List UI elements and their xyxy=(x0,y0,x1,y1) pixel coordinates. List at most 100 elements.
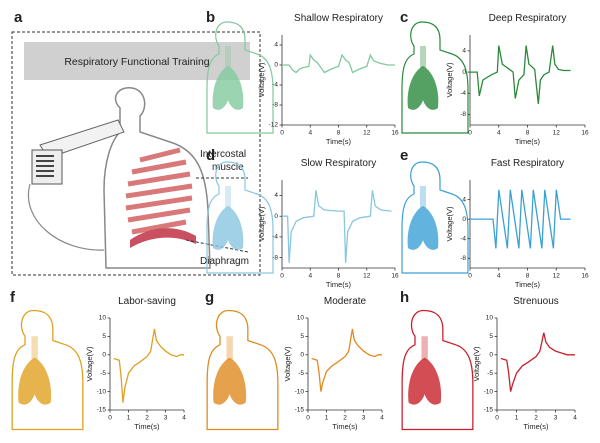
data-line xyxy=(470,189,571,249)
panel-a: Respiratory Functional Training Intercos… xyxy=(11,31,261,276)
data-line xyxy=(470,45,571,104)
x-tick-label: 4 xyxy=(497,273,501,280)
device-coil xyxy=(36,155,54,177)
diaphragm-label: Diaphragm xyxy=(200,256,249,267)
chart: Labor-saving -15 -10 -5 0 5 10 0 1 2 3 4 Time(s) Volt… xyxy=(85,296,186,431)
y-tick-label: -8 xyxy=(272,254,278,261)
x-tick-label: 3 xyxy=(164,415,168,422)
panel-label: a xyxy=(14,9,23,26)
y-tick-label: 4 xyxy=(274,42,278,49)
x-tick-label: 0 xyxy=(280,273,284,280)
y-tick-label: -5 xyxy=(487,370,493,377)
muscle-label: muscle xyxy=(212,162,244,173)
x-tick-label: 4 xyxy=(573,415,577,422)
y-tick-label: -10 xyxy=(484,388,494,395)
y-tick-label: -15 xyxy=(97,407,107,414)
x-tick-label: 0 xyxy=(495,415,499,422)
body-outline xyxy=(103,87,211,269)
y-tick-label: -8 xyxy=(460,255,466,262)
silhouettes xyxy=(11,21,474,431)
y-tick-label: -8 xyxy=(272,102,278,109)
x-tick-label: 12 xyxy=(553,130,561,137)
header-bar xyxy=(24,42,250,80)
x-tick-label: 4 xyxy=(308,273,312,280)
x-tick-label: 3 xyxy=(554,415,558,422)
y-tick-label: 4 xyxy=(462,196,466,203)
chart-title: Deep Respiratory xyxy=(489,13,567,24)
y-tick-label: 5 xyxy=(300,333,304,340)
x-tick-label: 8 xyxy=(337,130,341,137)
y-tick-label: -8 xyxy=(460,111,466,118)
x-tick-label: 0 xyxy=(108,415,112,422)
y-axis-label: Voltage(V) xyxy=(257,206,266,242)
chart-title: Labor-saving xyxy=(118,296,176,307)
y-tick-label: -12 xyxy=(269,122,279,129)
data-line xyxy=(282,53,395,74)
chart: Shallow Respiratory -12 -8 -4 0 4 0 4 8 12 16 Time(… xyxy=(257,13,399,146)
x-tick-label: 16 xyxy=(581,130,589,137)
y-tick-label: 0 xyxy=(274,213,278,220)
x-axis-label: Time(s) xyxy=(523,422,549,431)
y-tick-label: 0 xyxy=(300,352,304,359)
diaphragm-shape xyxy=(130,228,196,248)
y-axis-label: Voltage(V) xyxy=(445,62,454,98)
y-tick-label: -4 xyxy=(460,90,466,97)
y-tick-label: -5 xyxy=(100,370,106,377)
y-tick-label: 0 xyxy=(462,216,466,223)
x-tick-label: 16 xyxy=(391,130,399,137)
x-tick-label: 4 xyxy=(308,130,312,137)
y-tick-label: 4 xyxy=(274,192,278,199)
y-tick-label: -4 xyxy=(460,235,466,242)
x-tick-label: 0 xyxy=(468,273,472,280)
y-axis-label: Voltage(V) xyxy=(472,346,481,382)
x-tick-label: 8 xyxy=(337,273,341,280)
data-line xyxy=(282,190,392,263)
x-tick-label: 3 xyxy=(362,415,366,422)
x-tick-label: 0 xyxy=(468,130,472,137)
chart-title: Fast Respiratory xyxy=(491,158,564,169)
x-tick-label: 16 xyxy=(581,273,589,280)
x-axis-label: Time(s) xyxy=(326,280,352,289)
y-tick-label: 0 xyxy=(102,352,106,359)
y-axis-label: Voltage(V) xyxy=(257,62,266,98)
y-tick-label: 4 xyxy=(462,48,466,55)
chart: Strenuous -15 -10 -5 0 5 10 0 1 2 3 4 Time(s) Voltage… xyxy=(472,296,577,431)
data-line xyxy=(113,328,184,403)
x-tick-label: 12 xyxy=(363,130,371,137)
y-tick-label: -4 xyxy=(272,82,278,89)
y-tick-label: 5 xyxy=(489,333,493,340)
x-tick-label: 0 xyxy=(280,130,284,137)
x-tick-label: 4 xyxy=(380,415,384,422)
panel-label: e xyxy=(400,147,408,164)
y-axis-label: Voltage(V) xyxy=(283,346,292,382)
x-tick-label: 4 xyxy=(497,130,501,137)
panel-label: b xyxy=(206,9,215,26)
y-tick-label: -10 xyxy=(295,388,305,395)
y-tick-label: 0 xyxy=(489,352,493,359)
y-tick-label: -5 xyxy=(298,370,304,377)
x-axis-label: Time(s) xyxy=(134,422,160,431)
muscle-label: Intercostal xyxy=(200,149,246,160)
x-tick-label: 2 xyxy=(343,415,347,422)
x-tick-label: 1 xyxy=(127,415,131,422)
panel-label: g xyxy=(205,289,214,306)
chart-title: Shallow Respiratory xyxy=(294,13,383,24)
chart: Moderate -15 -10 -5 0 5 10 0 1 2 3 4 Time(s) Voltage(… xyxy=(283,296,384,431)
y-tick-label: 0 xyxy=(462,69,466,76)
chart: Deep Respiratory -8 -4 0 4 0 4 8 12 16 Time(s) Volt… xyxy=(445,13,589,146)
x-axis-label: Time(s) xyxy=(326,137,352,146)
y-tick-label: -15 xyxy=(295,407,305,414)
y-tick-label: -10 xyxy=(97,388,107,395)
chart-title: Moderate xyxy=(324,296,367,307)
y-tick-label: -15 xyxy=(484,407,494,414)
panel-label: c xyxy=(400,9,408,26)
x-tick-label: 2 xyxy=(145,415,149,422)
chart: Fast Respiratory -8 -4 0 4 0 4 8 12 16 Time(s) Volt… xyxy=(445,158,589,289)
dashed-frame xyxy=(11,31,261,276)
y-tick-label: -4 xyxy=(272,234,278,241)
x-tick-label: 1 xyxy=(515,415,519,422)
y-tick-label: 10 xyxy=(99,315,107,322)
y-tick-label: 5 xyxy=(102,333,106,340)
arm xyxy=(27,183,105,251)
